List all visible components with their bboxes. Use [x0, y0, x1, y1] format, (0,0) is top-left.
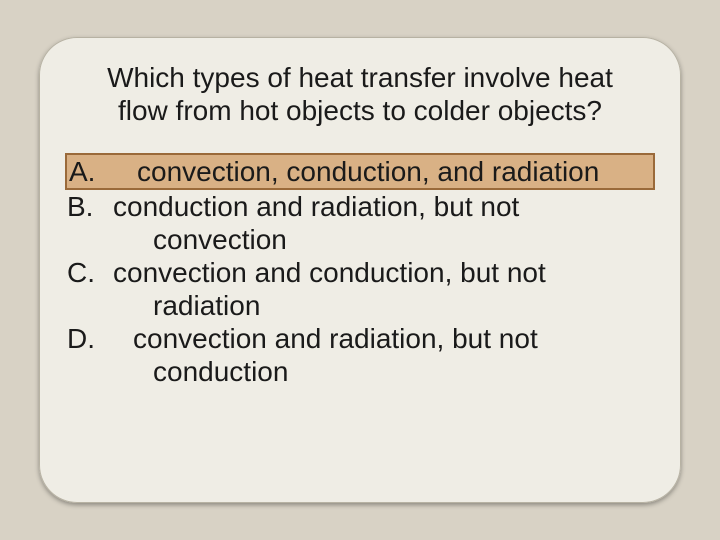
question-line-2: flow from hot objects to colder objects? — [118, 95, 602, 126]
answer-c-text-line1: convection and conduction, but not — [113, 256, 653, 289]
answer-b-text-line2: convection — [113, 223, 653, 256]
answer-list: A. convection, conduction, and radiation… — [67, 153, 653, 388]
answer-d-text-line1: convection and radiation, but not — [113, 322, 653, 355]
answer-c-cont: C. radiation — [67, 289, 653, 322]
answer-d-letter: D. — [67, 322, 113, 355]
slide-card: Which types of heat transfer involve hea… — [39, 37, 681, 503]
answer-b-text-line1: conduction and radiation, but not — [113, 190, 653, 223]
answer-b-letter: B. — [67, 190, 113, 223]
question-text: Which types of heat transfer involve hea… — [67, 61, 653, 127]
answer-d-cont: D. conduction — [67, 355, 653, 388]
answer-a-letter: A. — [67, 155, 113, 188]
answer-a: A. convection, conduction, and radiation — [65, 153, 655, 190]
answer-a-text: convection, conduction, and radiation — [113, 155, 653, 188]
question-line-1: Which types of heat transfer involve hea… — [107, 62, 613, 93]
answer-b-cont: B. convection — [67, 223, 653, 256]
answer-b: B. conduction and radiation, but not — [67, 190, 653, 223]
answer-d: D. convection and radiation, but not — [67, 322, 653, 355]
answer-c-letter: C. — [67, 256, 113, 289]
answer-c-text-line2: radiation — [113, 289, 653, 322]
answer-d-text-line2: conduction — [113, 355, 653, 388]
answer-c: C. convection and conduction, but not — [67, 256, 653, 289]
